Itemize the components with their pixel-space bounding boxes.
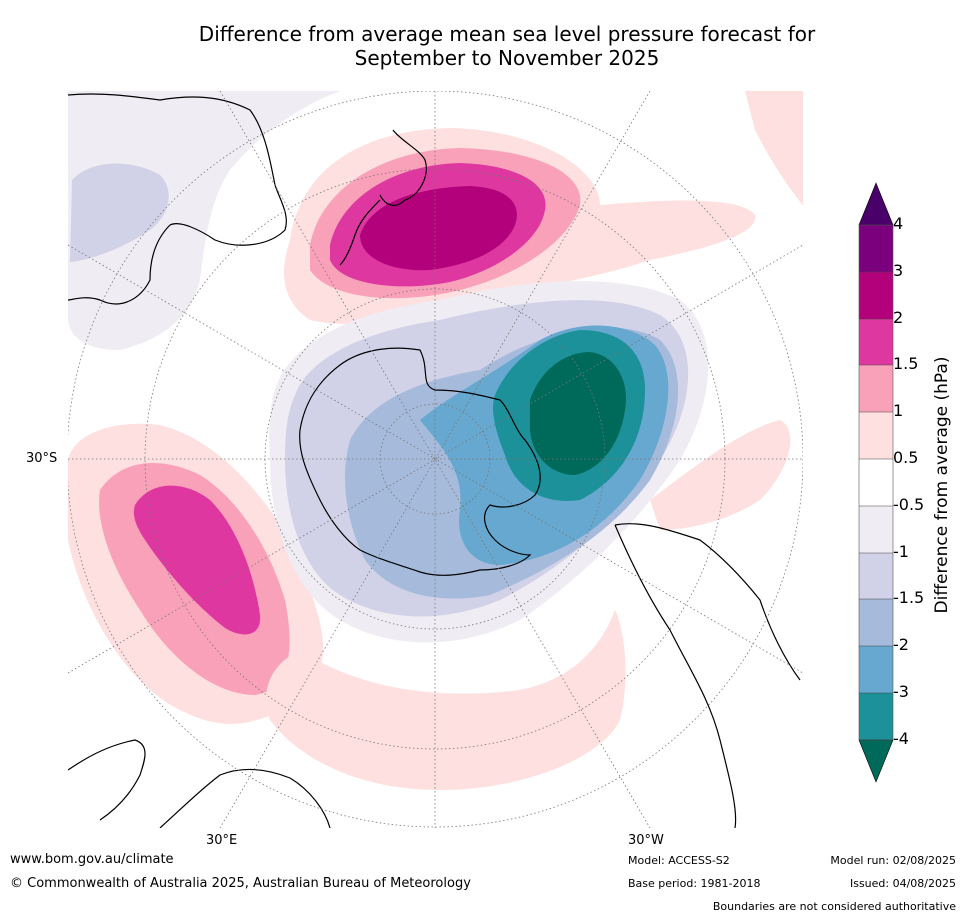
colorbar-top-arrow [858, 182, 894, 226]
colorbar-tick-1: 1 [893, 401, 904, 420]
colorbar-tick-2: 2 [893, 308, 904, 327]
colorbar-title: Difference from average (hPa) [932, 356, 952, 614]
colorbar-outline [858, 224, 894, 741]
colorbar-tick-neg-2: -2 [893, 635, 909, 654]
south-america-coast [614, 523, 801, 828]
colorbar-dividers [859, 271, 893, 694]
anomaly-region-australia-neg [68, 91, 340, 350]
colorbar-band-4-3 [859, 225, 893, 272]
colorbar-tick-1-5: 1.5 [893, 354, 919, 373]
lon-label-30w: 30°W [628, 833, 664, 848]
lon-label-30e: 30°E [206, 833, 238, 848]
colorbar-band-m05-m1 [859, 506, 893, 553]
colorbar-tick-neg-1: -1 [893, 542, 909, 561]
australia-coast [68, 93, 287, 305]
model-text: Model: ACCESS-S2 [628, 854, 730, 867]
colorbar-band-2-15 [859, 319, 893, 365]
colorbar-band-m15-m2 [859, 599, 893, 646]
colorbar-tick-neg-3: -3 [893, 682, 909, 701]
colorbar-band-m3-m4 [859, 693, 893, 740]
lat-label-30s: 30°S [26, 451, 58, 466]
anomaly-region-antarctic-neg-4 [530, 352, 626, 475]
anomaly-region-south-band [266, 610, 626, 790]
colorbar [858, 182, 894, 783]
colorbar-band-05-m05 [859, 459, 893, 506]
disclaimer-text: Boundaries are not considered authoritat… [712, 900, 956, 913]
colorbar-bottom-arrow [858, 739, 894, 783]
colorbar-tick-0-5: 0.5 [893, 448, 919, 467]
graticule [68, 91, 803, 828]
issued-text: Issued: 04/08/2025 [849, 877, 956, 890]
colorbar-tick-neg-4: -4 [893, 729, 909, 748]
base-period-text: Base period: 1981-2018 [628, 877, 761, 890]
colorbar-band-15-1 [859, 365, 893, 412]
website-link[interactable]: www.bom.gov.au/climate [10, 852, 174, 867]
colorbar-tick-neg-1-5: -1.5 [893, 588, 925, 607]
copyright-text: © Commonwealth of Australia 2025, Austra… [10, 876, 471, 891]
antarctica-coast [299, 347, 541, 576]
chart-title: Difference from average mean sea level p… [0, 22, 965, 70]
title-line-2: September to November 2025 [354, 46, 660, 70]
anomaly-region-australia-neg-1 [70, 163, 169, 262]
model-run-text: Model run: 02/08/2025 [830, 854, 956, 867]
anomaly-region-east-pos [650, 420, 791, 530]
new-zealand-coast [339, 129, 427, 266]
colorbar-band-m2-m3 [859, 646, 893, 693]
colorbar-tick-4: 4 [893, 214, 904, 233]
anomaly-region-ne-pos [745, 91, 803, 205]
anomaly-region-indian-pos-15 [133, 485, 261, 635]
colorbar-tick-neg-0-5: -0.5 [893, 495, 925, 514]
title-line-1: Difference from average mean sea level p… [198, 22, 816, 46]
coastlines [68, 93, 801, 828]
anomaly-region-tasman-pos-2 [360, 186, 517, 271]
colorbar-band-m1-m15 [859, 553, 893, 599]
africa-coast [68, 739, 331, 828]
colorbar-band-1-05 [859, 412, 893, 459]
colorbar-band-3-2 [859, 272, 893, 319]
colorbar-tick-3: 3 [893, 261, 904, 280]
